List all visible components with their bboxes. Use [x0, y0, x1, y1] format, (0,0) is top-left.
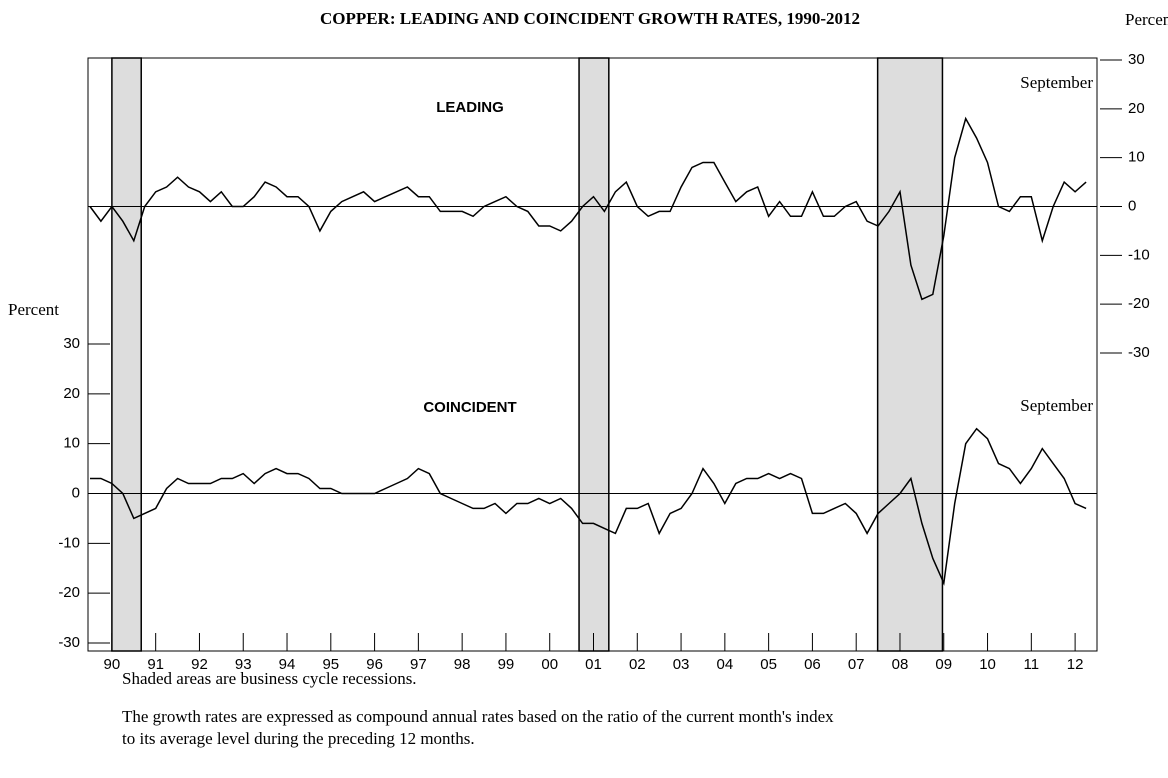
right-axis-label: Percent — [1125, 10, 1168, 29]
x-tick-label: 02 — [629, 656, 646, 673]
x-tick-label: 90 — [104, 656, 121, 673]
annotation: September — [1020, 396, 1093, 415]
x-tick-label: 09 — [935, 656, 952, 673]
x-tick-label: 97 — [410, 656, 427, 673]
x-tick-label: 06 — [804, 656, 821, 673]
chart-title: COPPER: LEADING AND COINCIDENT GROWTH RA… — [320, 9, 860, 28]
recession-band — [876, 57, 944, 652]
x-tick-label: 10 — [979, 656, 996, 673]
y-tick-label: 0 — [72, 484, 80, 501]
x-tick-label: 95 — [322, 656, 339, 673]
series-line — [90, 427, 1087, 586]
recession-band — [111, 57, 142, 652]
series-label: LEADING — [436, 99, 504, 116]
x-tick-label: 11 — [1024, 656, 1040, 673]
x-tick-label: 98 — [454, 656, 471, 673]
left-axis-label: Percent — [8, 300, 59, 319]
y-tick-label: 20 — [63, 385, 80, 402]
y2-tick-label: -10 — [1128, 246, 1150, 263]
x-tick-label: 07 — [848, 656, 865, 673]
x-tick-label: 91 — [147, 656, 164, 673]
y-tick-label: -10 — [58, 534, 80, 551]
plot-frame — [87, 57, 1098, 652]
x-tick-label: 99 — [498, 656, 515, 673]
x-tick-label: 94 — [279, 656, 296, 673]
y-tick-label: 30 — [63, 335, 80, 352]
x-tick-label: 00 — [541, 656, 558, 673]
footnote: The growth rates are expressed as compou… — [122, 707, 834, 726]
y2-tick-label: 30 — [1128, 51, 1145, 68]
x-tick-label: 12 — [1067, 656, 1084, 673]
x-tick-label: 96 — [366, 656, 383, 673]
series-line — [89, 116, 1087, 301]
annotation: September — [1020, 73, 1093, 92]
y2-tick-label: 0 — [1128, 197, 1136, 214]
x-tick-label: 01 — [585, 656, 602, 673]
x-tick-label: 93 — [235, 656, 252, 673]
y2-tick-label: 20 — [1128, 100, 1145, 117]
series-label: COINCIDENT — [423, 399, 516, 416]
y-tick-label: -20 — [58, 584, 80, 601]
footnote: Shaded areas are business cycle recessio… — [122, 669, 417, 688]
x-tick-label: 05 — [760, 656, 777, 673]
y2-tick-label: 10 — [1128, 149, 1145, 166]
y2-tick-label: -20 — [1128, 295, 1150, 312]
recession-band — [578, 57, 610, 652]
y-tick-label: -30 — [58, 634, 80, 651]
y2-tick-label: -30 — [1128, 344, 1150, 361]
x-tick-label: 92 — [191, 656, 208, 673]
x-tick-label: 04 — [717, 656, 734, 673]
x-tick-label: 03 — [673, 656, 690, 673]
y-tick-label: 10 — [63, 435, 80, 452]
footnote: to its average level during the precedin… — [122, 729, 475, 748]
x-tick-label: 08 — [892, 656, 909, 673]
